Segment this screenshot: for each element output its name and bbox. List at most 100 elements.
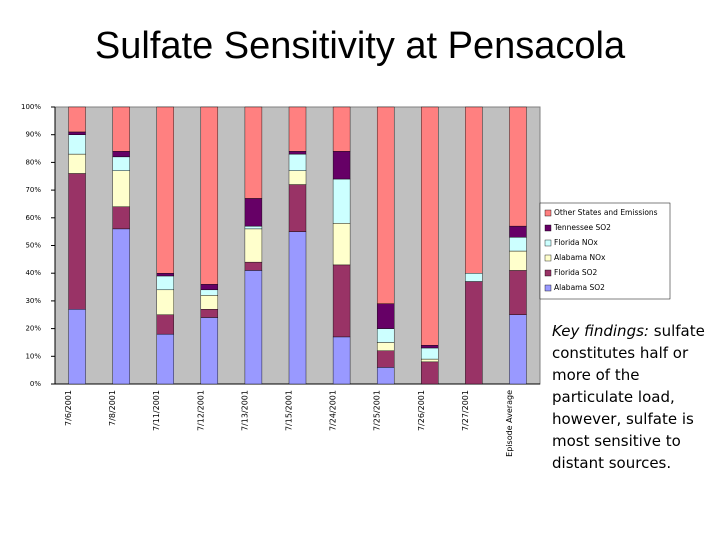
legend-swatch [544, 209, 552, 217]
bar-segment [68, 173, 86, 310]
bar-segment [376, 350, 395, 368]
bar-segment [244, 106, 263, 199]
x-tick-label: 7/25/2001 [373, 390, 382, 431]
y-tick-label: 60% [25, 214, 41, 222]
slide-title: Sulfate Sensitivity at Pensacola [94, 25, 626, 67]
y-tick-label: 0% [30, 380, 41, 388]
legend-label: Tennessee SO2 [553, 223, 611, 232]
bar-segment [68, 106, 86, 133]
bar-segment [200, 317, 219, 385]
x-tick-label: 7/13/2001 [240, 390, 249, 431]
bar-segment [465, 281, 483, 385]
bar-segment [112, 170, 130, 207]
legend-label: Other States and Emissions [554, 208, 658, 217]
bar-segment [68, 153, 86, 174]
x-tick-label: Episode Average [505, 390, 514, 457]
bar-segment [509, 225, 527, 238]
bar-segment [332, 178, 351, 224]
y-tick-label: 30% [25, 297, 41, 305]
bar-segment [332, 264, 351, 338]
bar-segment [509, 106, 527, 227]
x-tick-label: 7/26/2001 [417, 390, 426, 431]
bar-segment [200, 309, 219, 318]
bar-segment [332, 223, 351, 266]
bar-segment [68, 134, 86, 155]
bar-segment [156, 314, 174, 335]
bar-segment [112, 106, 130, 152]
x-tick-label: 7/27/2001 [461, 390, 470, 431]
bar-segment [509, 270, 527, 315]
bar-segment [244, 261, 263, 271]
bar-segment [288, 170, 307, 185]
bar-segment [112, 206, 130, 230]
bar-segment [156, 273, 174, 277]
bar-segment [465, 106, 483, 274]
legend-swatch [544, 239, 552, 247]
x-tick-label: 7/11/2001 [152, 390, 161, 431]
y-tick-label: 70% [25, 186, 41, 194]
legend-label: Florida NOx [554, 238, 598, 247]
bar-segment [288, 153, 307, 171]
legend-swatch [544, 224, 552, 232]
legend-swatch [544, 254, 552, 262]
legend-label: Alabama NOx [554, 253, 606, 262]
legend-label: Alabama SO2 [554, 283, 605, 292]
bar-segment [68, 131, 86, 135]
y-tick-label: 40% [25, 269, 41, 277]
bar-segment [156, 333, 174, 385]
legend-label: Florida SO2 [554, 268, 598, 277]
x-tick-label: 7/6/2001 [64, 390, 73, 426]
y-tick-label: 20% [25, 325, 41, 333]
note: Key findings: sulfate constitutes half o… [552, 320, 712, 474]
x-tick-label: 7/8/2001 [108, 390, 117, 426]
bar-segment [244, 228, 263, 263]
bar-segment [421, 106, 439, 346]
bar-segment [288, 231, 307, 385]
bar-segment [112, 228, 130, 385]
bar-segment [200, 295, 219, 310]
bar-segment [68, 309, 86, 385]
y-tick-label: 100% [21, 103, 41, 111]
x-tick-label: 7/24/2001 [329, 390, 338, 431]
y-tick-label: 90% [25, 131, 41, 139]
bar-segment [156, 275, 174, 291]
legend-box [539, 202, 671, 300]
y-tick-label: 50% [25, 242, 41, 250]
bar-segment [376, 367, 395, 385]
bar-segment [112, 156, 130, 171]
x-tick-label: 7/15/2001 [285, 390, 294, 431]
x-tick-label: 7/12/2001 [196, 390, 205, 431]
bar-segment [465, 273, 483, 282]
y-tick-label: 10% [25, 352, 41, 360]
bar-segment [421, 358, 439, 363]
bar-segment [509, 236, 527, 252]
legend-swatch [544, 269, 552, 277]
bar-segment [156, 106, 174, 274]
bar-segment [244, 225, 263, 230]
bar-segment [421, 361, 439, 385]
bar-segment [288, 106, 307, 152]
bar-segment [421, 347, 439, 360]
bar-segment [244, 270, 263, 385]
legend-swatch [544, 284, 552, 292]
note-text: sulfate constitutes half or more of the … [552, 322, 705, 472]
bar-segment [509, 250, 527, 271]
bar-segment [332, 151, 351, 180]
bar-segment [332, 106, 351, 152]
note-lead: Key findings: [552, 322, 649, 340]
y-tick-label: 80% [25, 158, 41, 166]
bar-segment [200, 106, 219, 285]
bar-segment [332, 336, 351, 385]
bar-segment [376, 106, 395, 304]
bar-segment [288, 151, 307, 155]
bar-segment [156, 289, 174, 315]
bar-segment [288, 184, 307, 232]
bar-segment [421, 345, 439, 349]
bar-segment [244, 198, 263, 227]
bar-segment [376, 342, 395, 351]
bar-segment [112, 151, 130, 158]
bar-segment [200, 284, 219, 291]
bar-segment [509, 314, 527, 385]
